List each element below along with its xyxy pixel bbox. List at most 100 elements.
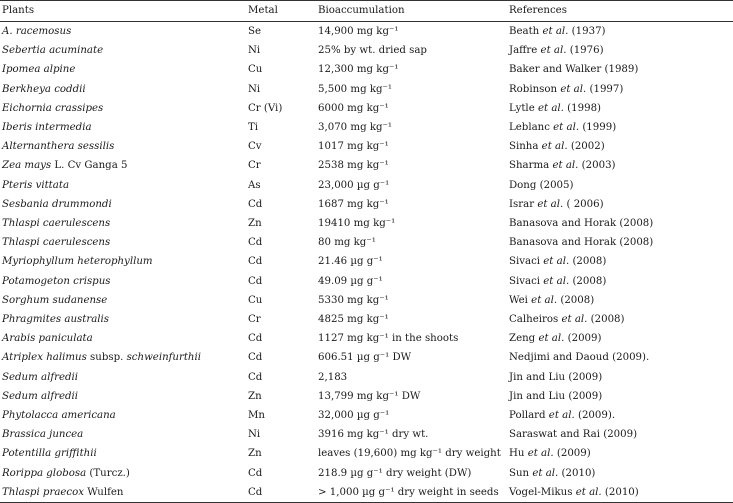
header-metal: Metal xyxy=(248,5,278,16)
table-row: Thlaspi caerulescens Zn 19410 mg kg⁻¹ Banas… xyxy=(0,214,733,233)
table-row: Potamogeton crispus Cd 49.09 µg g⁻¹ Sivaci … xyxy=(0,272,733,291)
reference-author: Hu xyxy=(509,448,528,460)
reference-author: Saraswat and Rai (2009) xyxy=(509,429,638,441)
reference-year: (2009) xyxy=(564,333,602,345)
plant-cell: Potentilla griffithii xyxy=(0,444,246,463)
plant-name: Potentilla griffithii xyxy=(2,448,97,460)
plant-cell: Sesbania drummondi xyxy=(0,195,246,214)
reference-author: Nedjimi and Daoud (2009). xyxy=(509,352,650,364)
reference-author: Jin and Liu (2009) xyxy=(509,390,603,402)
header-row: Plants Metal Bioaccumulation References xyxy=(0,0,733,22)
reference-year: (1937) xyxy=(568,26,606,37)
plant-cell: Ipomea alpine xyxy=(0,60,246,79)
reference-et-al: et al. xyxy=(560,83,587,95)
reference-author: Sun xyxy=(509,467,533,479)
metal-cell: Cv xyxy=(248,141,262,153)
reference-author: Robinson xyxy=(509,83,561,95)
plant-cell: Atriplex halimus subsp. schweinfurthii xyxy=(0,348,246,367)
table-body: A. racemosus Se 14,900 mg kg⁻¹ Beath et al.… xyxy=(0,22,733,503)
reference-et-al: et al. xyxy=(542,26,569,37)
metal-cell: Zn xyxy=(248,390,262,402)
reference-year: (2010) xyxy=(601,486,639,498)
reference-cell: Zeng et al. (2009) xyxy=(507,329,733,348)
bioaccumulation-cell: > 1,000 µg g⁻¹ dry weight in seeds xyxy=(318,486,499,498)
plant-name: Sebertia acuminate xyxy=(2,45,104,57)
plant-cell: Zea mays L. Cv Ganga 5 xyxy=(0,156,246,175)
plant-cell: Alternanthera sessilis xyxy=(0,137,246,156)
metal-cell: Cd xyxy=(248,256,263,268)
reference-year: (1998) xyxy=(563,102,602,114)
reference-author: Wei xyxy=(509,294,532,306)
metal-cell: Cr (Vi) xyxy=(248,102,283,114)
table-row: Thlaspi caerulescens Cd 80 mg kg⁻¹ Banasova… xyxy=(0,233,733,252)
plant-cell: Sorghum sudanense xyxy=(0,291,246,310)
reference-year: (2008) xyxy=(587,314,625,326)
reference-et-al: et al. xyxy=(540,45,567,57)
metal-cell: Ni xyxy=(248,83,261,95)
plant-name: Phragmites australis xyxy=(2,314,110,326)
bioaccumulation-cell: leaves (19,600) mg kg⁻¹ dry weight xyxy=(318,448,501,460)
plant-cell: Sedum alfredii xyxy=(0,368,246,387)
metal-cell: Zn xyxy=(248,448,262,460)
reference-cell: Beath et al. (1937) xyxy=(507,22,733,42)
plant-cell: Phragmites australis xyxy=(0,310,246,329)
reference-author: Jin and Liu (2009) xyxy=(509,371,603,383)
reference-author: Sivaci xyxy=(509,256,544,268)
reference-et-al: et al. xyxy=(561,314,588,326)
bioaccumulation-cell: 19410 mg kg⁻¹ xyxy=(318,218,396,230)
metal-cell: Cd xyxy=(248,371,263,383)
bioaccumulation-cell: 25% by wt. dried sap xyxy=(318,45,427,57)
reference-et-al: et al. xyxy=(552,160,579,172)
table-row: Phytolacca americana Mn 32,000 µg g⁻¹ Polla… xyxy=(0,406,733,425)
plant-name: Alternanthera sessilis xyxy=(2,141,115,153)
metal-cell: Cd xyxy=(248,198,263,210)
plant-cell: Myriophyllum heterophyllum xyxy=(0,252,246,271)
bioaccumulation-cell: 21.46 µg g⁻¹ xyxy=(318,256,383,268)
reference-et-al: et al. xyxy=(543,256,570,268)
reference-author: Pollard xyxy=(509,410,549,422)
plant-name: Berkheya coddii xyxy=(2,83,86,95)
bioaccumulation-cell: 1017 mg kg⁻¹ xyxy=(318,141,389,153)
plant-name: Sorghum sudanense xyxy=(2,294,108,306)
bioaccumulation-cell: 3,070 mg kg⁻¹ xyxy=(318,122,392,134)
table-row: Rorippa globosa (Turcz.) Cd 218.9 µg g⁻¹ d… xyxy=(0,464,733,483)
reference-cell: Nedjimi and Daoud (2009). xyxy=(507,348,733,367)
reference-author: Lytle xyxy=(509,102,538,114)
plant-cell: Thlaspi caerulescens xyxy=(0,233,246,252)
plant-name: Sedum alfredii xyxy=(2,371,79,383)
reference-author: Calheiros xyxy=(509,314,562,326)
table-row: Myriophyllum heterophyllum Cd 21.46 µg g⁻¹… xyxy=(0,252,733,271)
plant-cell: Potamogeton crispus xyxy=(0,272,246,291)
reference-author: Vogel-Mikus xyxy=(509,486,576,498)
metal-cell: Cr xyxy=(248,160,261,172)
plant-name: A. racemosus xyxy=(2,26,72,37)
plant-name: Pteris vittata xyxy=(2,179,70,191)
table-row: A. racemosus Se 14,900 mg kg⁻¹ Beath et al.… xyxy=(0,22,733,42)
metal-cell: Cu xyxy=(248,64,263,76)
table-row: Arabis paniculata Cd 1127 mg kg⁻¹ in the s… xyxy=(0,329,733,348)
reference-cell: Pollard et al. (2009). xyxy=(507,406,733,425)
reference-author: Jaffre xyxy=(509,45,541,57)
reference-cell: Banasova and Horak (2008) xyxy=(507,214,733,233)
metal-cell: Ni xyxy=(248,429,261,441)
reference-year: ( 2006) xyxy=(563,198,604,210)
metal-cell: Ti xyxy=(248,122,259,134)
metal-cell: Cd xyxy=(248,352,263,364)
table-row: Iberis intermedia Ti 3,070 mg kg⁻¹ Leblanc … xyxy=(0,118,733,137)
table-row: Sorghum sudanense Cu 5330 mg kg⁻¹ Wei et al… xyxy=(0,291,733,310)
table-row: Alternanthera sessilis Cv 1017 mg kg⁻¹ Sinh… xyxy=(0,137,733,156)
reference-author: Zeng xyxy=(509,333,539,345)
bioaccumulation-cell: 1127 mg kg⁻¹ in the shoots xyxy=(318,333,459,345)
bioaccumulation-cell: 3916 mg kg⁻¹ dry wt. xyxy=(318,429,429,441)
table-header: Plants Metal Bioaccumulation References xyxy=(0,0,733,22)
plant-name: Brassica juncea xyxy=(2,429,84,441)
plant-name-suffix: (Turcz.) xyxy=(86,467,130,479)
bioaccumulation-cell: 14,900 mg kg⁻¹ xyxy=(318,26,399,37)
table-row: Pteris vittata As 23,000 µg g⁻¹ Dong (2005) xyxy=(0,176,733,195)
plant-cell: Thlaspi caerulescens xyxy=(0,214,246,233)
plant-name: Zea mays xyxy=(2,160,52,172)
bioaccumulation-cell: 80 mg kg⁻¹ xyxy=(318,237,376,249)
reference-year: (2010) xyxy=(558,467,596,479)
bioaccumulation-cell: 12,300 mg kg⁻¹ xyxy=(318,64,399,76)
reference-year: (2009). xyxy=(574,410,616,422)
